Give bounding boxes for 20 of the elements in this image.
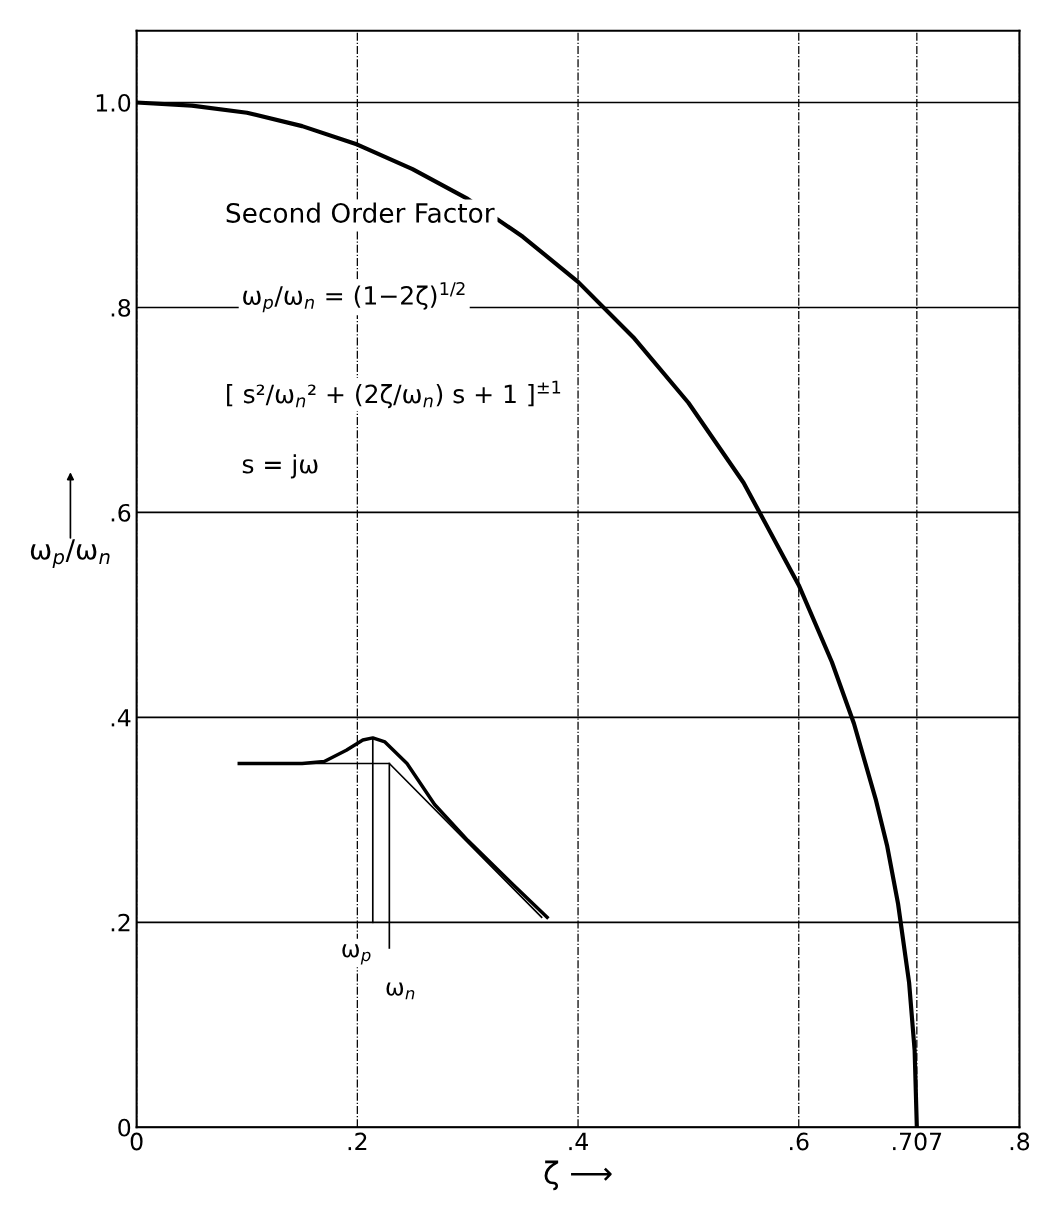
x-tick-label: .2 [348, 1132, 367, 1151]
x-tick-label: .4 [569, 1132, 588, 1151]
y-tick-label: 1.0 [96, 93, 131, 112]
y-tick-label: 0 [118, 1118, 131, 1137]
annotation: s = jω [242, 454, 318, 479]
annotation: ω$_{n}$ [386, 982, 415, 1000]
annotation: ω$_{p}$/ω$_{n}$ = (1−2ζ)$^{1/2}$ [243, 281, 465, 313]
annotation: Second Order Factor [226, 202, 495, 223]
annotation: ω$_{p}$ [342, 944, 371, 965]
y-tick-label: .4 [111, 709, 131, 727]
x-tick-label: 0 [130, 1132, 143, 1151]
y-axis-title: ω$_{p}$/ω$_{n}$ [30, 539, 110, 569]
x-tick-label: .8 [1010, 1132, 1030, 1151]
y-tick-label: .2 [111, 913, 130, 932]
x-tick-label: .6 [790, 1132, 809, 1151]
x-tick-label: .707 [893, 1132, 942, 1151]
y-tick-label: .6 [111, 503, 131, 522]
y-tick-label: .8 [111, 298, 131, 317]
x-axis-title: ζ ⟶ [544, 1160, 612, 1191]
annotation: [ s²/ω$_{n}$² + (2ζ/ω$_{n}$) s + 1 ]$^{±1}$ [227, 380, 561, 409]
